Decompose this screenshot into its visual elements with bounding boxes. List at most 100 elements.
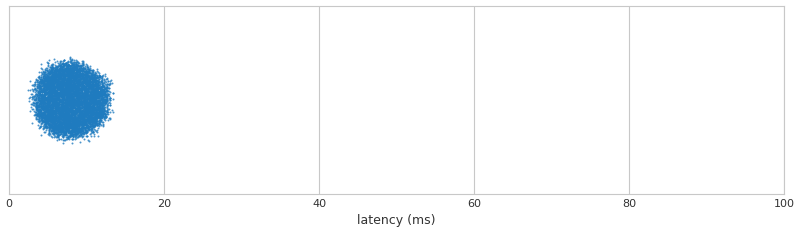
Point xyxy=(79,102,92,106)
Point xyxy=(58,114,70,118)
Point xyxy=(88,101,101,105)
Point xyxy=(32,89,45,93)
Point xyxy=(59,121,72,124)
Point xyxy=(96,111,109,114)
Point xyxy=(47,97,60,100)
Point xyxy=(82,89,95,93)
Point xyxy=(83,119,96,123)
Point xyxy=(52,64,65,68)
Point xyxy=(62,84,74,88)
Point xyxy=(62,103,75,107)
Point xyxy=(71,91,84,94)
Point xyxy=(69,72,82,76)
Point xyxy=(59,91,72,95)
Point xyxy=(56,100,69,104)
Point xyxy=(88,119,101,122)
Point xyxy=(73,127,86,131)
Point xyxy=(78,75,90,79)
Point xyxy=(52,86,65,90)
Point xyxy=(81,103,94,107)
Point xyxy=(57,89,70,93)
Point xyxy=(54,119,67,123)
Point xyxy=(64,134,77,137)
Point xyxy=(57,110,70,113)
Point xyxy=(62,124,75,128)
Point xyxy=(42,122,54,126)
Point xyxy=(37,124,50,127)
Point xyxy=(42,94,54,98)
Point xyxy=(44,122,57,126)
Point xyxy=(67,81,80,84)
Point xyxy=(54,92,67,96)
Point xyxy=(70,88,82,92)
Point xyxy=(54,100,66,104)
Point xyxy=(45,119,58,123)
Point xyxy=(37,74,50,78)
Point xyxy=(67,75,80,79)
Point xyxy=(53,124,66,128)
Point xyxy=(42,100,54,104)
Point xyxy=(82,109,95,113)
Point xyxy=(80,82,93,86)
Point xyxy=(45,90,58,93)
Point xyxy=(89,83,102,86)
Point xyxy=(91,111,104,115)
Point xyxy=(83,101,96,105)
Point xyxy=(88,93,101,97)
Point xyxy=(89,77,102,80)
Point xyxy=(83,108,96,112)
Point xyxy=(65,132,78,135)
Point xyxy=(39,117,52,121)
Point xyxy=(76,114,89,117)
Point xyxy=(70,104,82,108)
Point xyxy=(42,112,55,116)
Point xyxy=(67,105,80,108)
Point xyxy=(81,82,94,86)
Point xyxy=(71,101,84,105)
Point xyxy=(60,66,73,70)
Point xyxy=(76,120,89,124)
Point xyxy=(28,102,41,105)
Point xyxy=(99,116,112,120)
Point xyxy=(73,120,86,123)
Point xyxy=(83,119,96,123)
Point xyxy=(37,95,50,99)
Point xyxy=(62,82,75,86)
Point xyxy=(94,92,107,96)
Point xyxy=(63,94,76,98)
Point xyxy=(46,84,58,87)
Point xyxy=(58,112,71,116)
Point xyxy=(51,135,64,139)
Point xyxy=(31,90,44,94)
Point xyxy=(58,116,70,120)
Point xyxy=(68,137,81,141)
Point xyxy=(70,96,83,99)
Point xyxy=(50,110,63,113)
Point xyxy=(49,122,62,126)
Point xyxy=(46,107,58,111)
Point xyxy=(37,79,50,83)
Point xyxy=(61,81,74,85)
Point xyxy=(53,96,66,99)
Point xyxy=(58,92,70,96)
Point xyxy=(82,127,95,131)
Point xyxy=(60,122,73,126)
Point xyxy=(46,72,59,76)
Point xyxy=(74,106,87,110)
Point xyxy=(38,70,50,74)
Point xyxy=(42,76,55,80)
Point xyxy=(26,103,39,107)
Point xyxy=(63,96,76,99)
Point xyxy=(54,108,67,111)
Point xyxy=(35,114,48,117)
Point xyxy=(71,105,84,108)
Point xyxy=(38,105,50,109)
Point xyxy=(75,69,88,73)
Point xyxy=(61,72,74,76)
Point xyxy=(39,106,52,110)
Point xyxy=(56,99,69,103)
Point xyxy=(50,67,62,71)
Point xyxy=(88,73,101,76)
Point xyxy=(54,116,67,120)
Point xyxy=(66,130,78,134)
